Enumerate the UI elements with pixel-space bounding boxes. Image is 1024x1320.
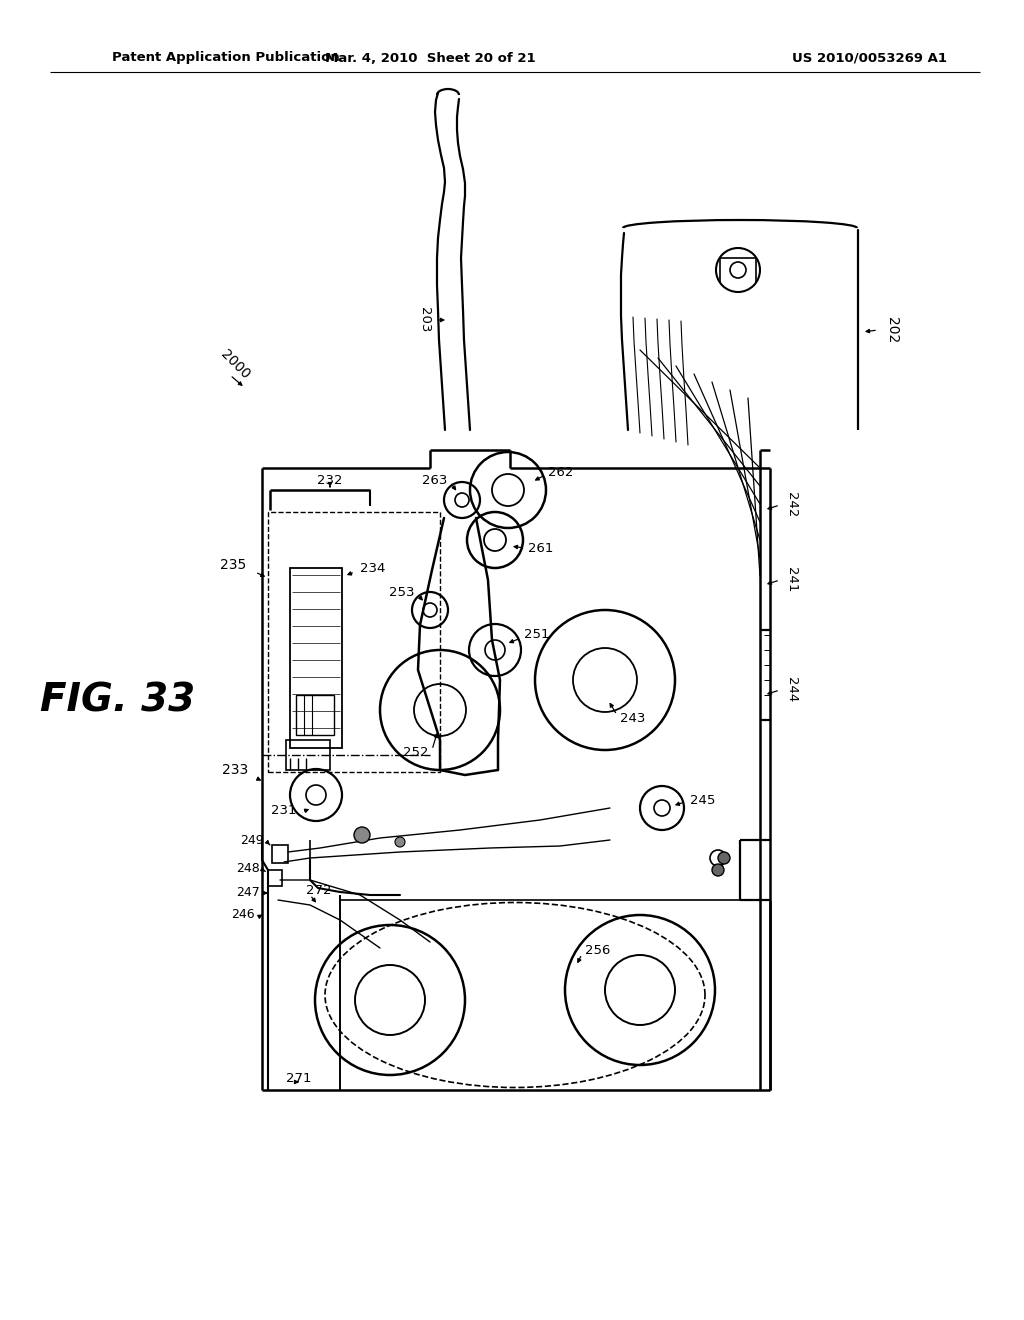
Text: US 2010/0053269 A1: US 2010/0053269 A1 xyxy=(793,51,947,65)
Bar xyxy=(290,568,342,748)
Text: 249: 249 xyxy=(241,833,264,846)
Text: FIG. 33: FIG. 33 xyxy=(40,681,196,719)
Text: 231: 231 xyxy=(270,804,296,817)
Text: Mar. 4, 2010  Sheet 20 of 21: Mar. 4, 2010 Sheet 20 of 21 xyxy=(325,51,536,65)
Text: 261: 261 xyxy=(528,541,553,554)
Text: 251: 251 xyxy=(524,628,550,642)
Text: 256: 256 xyxy=(585,944,610,957)
Text: 244: 244 xyxy=(785,677,798,702)
Circle shape xyxy=(718,851,730,865)
Text: 202: 202 xyxy=(885,317,899,343)
Text: 247: 247 xyxy=(237,886,260,899)
Text: 2000: 2000 xyxy=(218,347,253,383)
Circle shape xyxy=(395,837,406,847)
Bar xyxy=(268,870,282,886)
Text: 262: 262 xyxy=(548,466,573,479)
Circle shape xyxy=(712,865,724,876)
Text: 252: 252 xyxy=(402,746,428,759)
Circle shape xyxy=(354,828,370,843)
Text: 203: 203 xyxy=(419,308,431,333)
Text: 241: 241 xyxy=(785,568,798,593)
Text: 263: 263 xyxy=(422,474,447,487)
Bar xyxy=(272,845,288,863)
Bar xyxy=(268,512,440,772)
Bar xyxy=(286,741,330,770)
Text: 242: 242 xyxy=(785,492,798,517)
Text: Patent Application Publication: Patent Application Publication xyxy=(112,51,340,65)
Text: 246: 246 xyxy=(231,908,255,920)
Text: 243: 243 xyxy=(620,711,645,725)
Bar xyxy=(296,696,334,735)
Text: 253: 253 xyxy=(389,586,415,598)
Text: 235: 235 xyxy=(220,558,246,572)
Text: 271: 271 xyxy=(286,1072,311,1085)
Text: 232: 232 xyxy=(317,474,343,487)
Text: 245: 245 xyxy=(690,793,716,807)
Text: 234: 234 xyxy=(360,561,385,574)
Text: 248: 248 xyxy=(237,862,260,874)
Text: 233: 233 xyxy=(222,763,248,777)
Text: 272: 272 xyxy=(306,883,332,896)
